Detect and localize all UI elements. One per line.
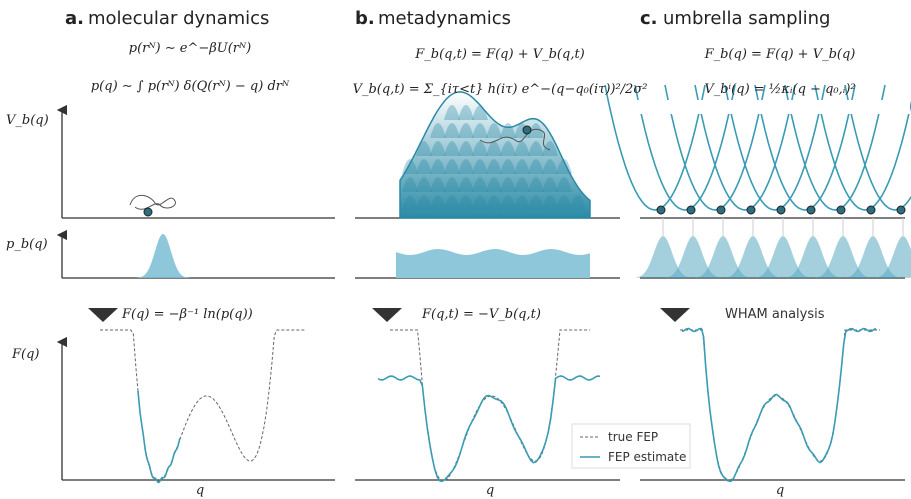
fep-estimate bbox=[682, 329, 876, 482]
panel-label: c. bbox=[640, 8, 658, 29]
walker-bead bbox=[837, 206, 845, 214]
x-label: q bbox=[776, 483, 784, 498]
walker-bead bbox=[523, 126, 531, 134]
walker-bead bbox=[747, 206, 755, 214]
hill bbox=[500, 123, 516, 138]
mask bbox=[630, 100, 910, 114]
panel-title: metadynamics bbox=[378, 8, 511, 29]
y-label: V_b(q) bbox=[6, 113, 49, 128]
legend-entry: true FEP bbox=[608, 430, 658, 444]
equation: F_b(q) = F(q) + V_b(q) bbox=[704, 47, 856, 62]
equation: F_b(q,t) = F(q) + V_b(q,t) bbox=[414, 47, 585, 62]
panel-label: a. bbox=[65, 8, 84, 29]
equation: p(rᴺ) ∼ e^−βU(rᴺ) bbox=[129, 41, 251, 56]
panel-title: umbrella sampling bbox=[663, 8, 830, 29]
y-label: F(q) bbox=[11, 347, 40, 362]
fep-estimate bbox=[138, 391, 180, 483]
walker bbox=[130, 195, 175, 209]
walker-bead bbox=[807, 206, 815, 214]
step-arrow bbox=[660, 308, 690, 322]
fep-estimate bbox=[378, 376, 600, 481]
step-arrow bbox=[372, 308, 402, 322]
walker-bead bbox=[717, 206, 725, 214]
walker-bead bbox=[657, 206, 665, 214]
legend-entry: FEP estimate bbox=[608, 450, 686, 464]
panel-title: molecular dynamics bbox=[88, 8, 269, 29]
walker-bead bbox=[867, 206, 875, 214]
walker-bead bbox=[777, 206, 785, 214]
equation: V_bⁱ(q) = ½κᵢ(q − q₀,ᵢ)² bbox=[704, 82, 855, 97]
equation: p(q) ∼ ∫ p(rᴺ) δ(Q(rᴺ) − q) drᴺ bbox=[91, 79, 290, 94]
panel-label: b. bbox=[355, 8, 375, 29]
walker-bead bbox=[897, 206, 905, 214]
true-fep bbox=[100, 330, 305, 481]
figure: a. molecular dynamics p(rᴺ) ∼ e^−βU(rᴺ) … bbox=[0, 0, 911, 499]
walker-bead bbox=[687, 206, 695, 214]
y-label: p_b(q) bbox=[6, 237, 48, 252]
p-b bbox=[135, 234, 192, 278]
step-label: F(q,t) = −V_b(q,t) bbox=[421, 307, 541, 322]
walker-bead bbox=[144, 208, 152, 216]
layout bbox=[62, 85, 911, 482]
x-label: q bbox=[486, 483, 494, 498]
x-label: q bbox=[196, 483, 204, 498]
p-b bbox=[396, 249, 590, 278]
equation: V_b(q,t) = Σ_{iτ<t} h(iτ) e^−(q−q₀(iτ))²… bbox=[353, 82, 648, 97]
step-label: F(q) = −β⁻¹ ln(p(q)) bbox=[121, 307, 253, 322]
true-fep bbox=[390, 330, 590, 481]
step-arrow bbox=[88, 308, 118, 322]
step-label: WHAM analysis bbox=[725, 307, 825, 322]
